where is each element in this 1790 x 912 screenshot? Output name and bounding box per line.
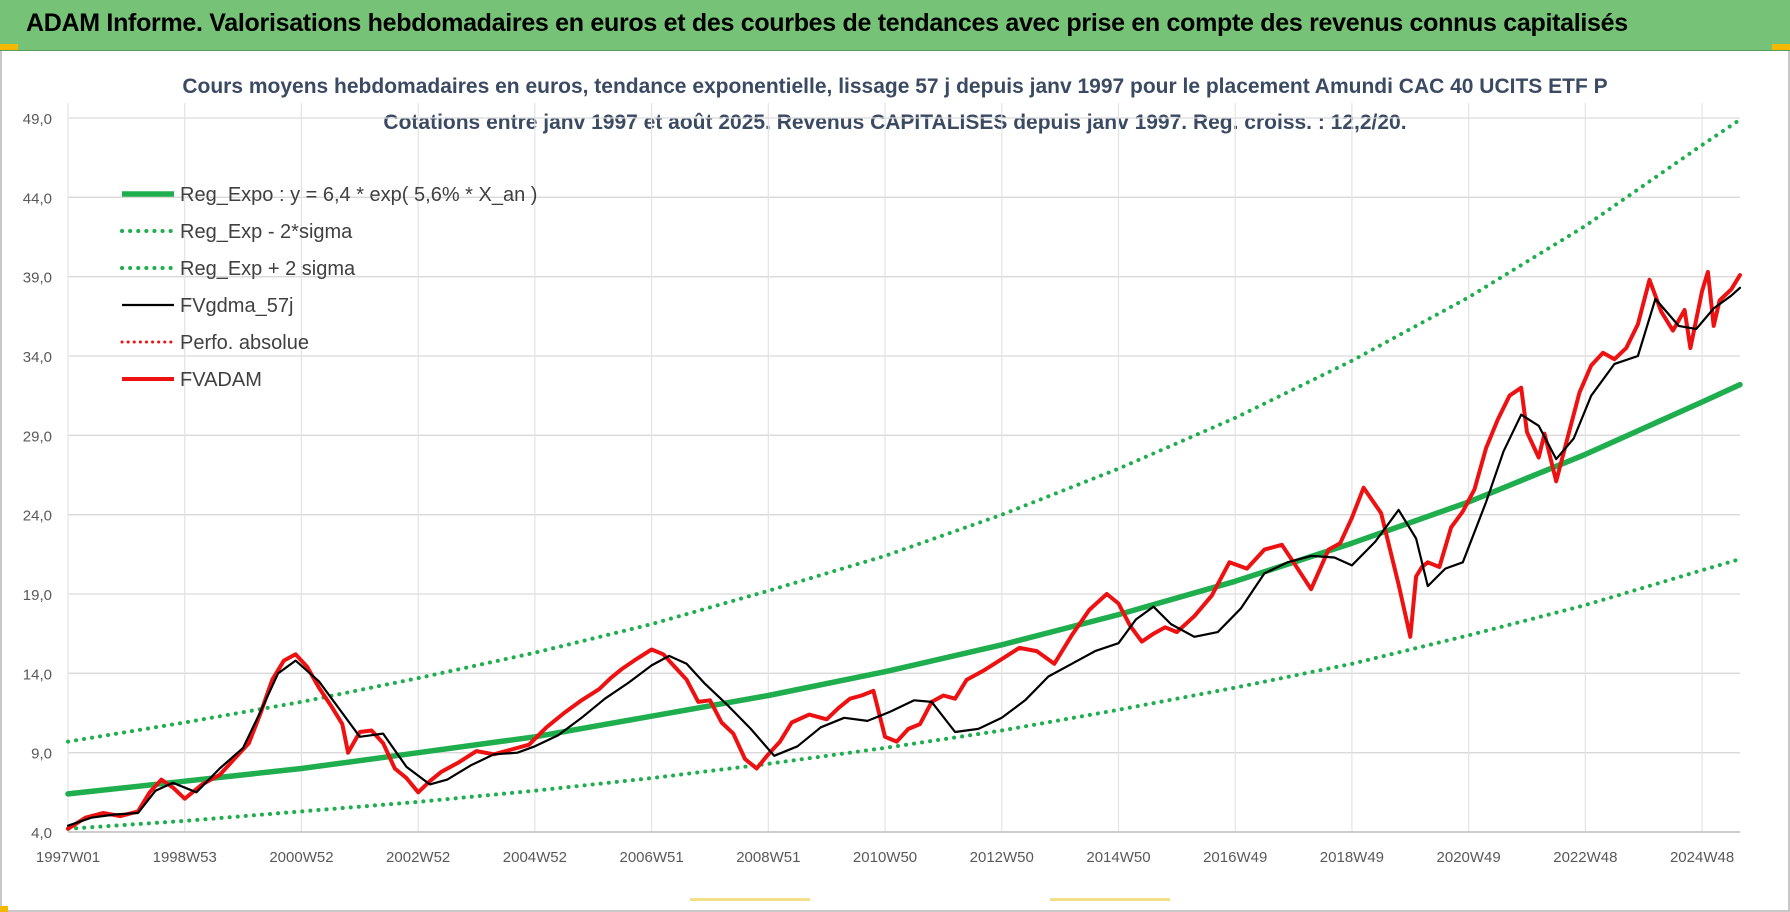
series-line-reg-expo-y-6-4-exp-5-6-x-an [65, 381, 1743, 797]
x-tick-label: 2016W49 [1203, 849, 1267, 866]
x-tick-label: 2004W52 [503, 849, 567, 866]
x-tick-label: 2002W52 [386, 849, 450, 866]
x-tick-label: 2008W51 [736, 849, 800, 866]
series-line-reg-exp-2-sigma [66, 557, 1742, 831]
chart-subtitle: Cotations entre janv 1997 et août 2025. … [383, 111, 1407, 134]
y-tick-label: 14,0 [23, 666, 52, 683]
header-banner: ADAM Informe. Valorisations hebdomadaire… [0, 0, 1790, 51]
x-tick-label: 2020W49 [1437, 849, 1501, 866]
y-tick-label: 44,0 [23, 190, 52, 207]
y-tick-label: 49,0 [23, 111, 52, 128]
x-tick-label: 2022W48 [1553, 849, 1617, 866]
x-tick-label: 2014W50 [1086, 849, 1150, 866]
x-tick-label: 2018W49 [1320, 849, 1384, 866]
x-tick-label: 2012W50 [970, 849, 1034, 866]
corner-mark-right [1772, 44, 1790, 50]
y-tick-label: 39,0 [23, 270, 52, 287]
x-tick-label: 1998W53 [153, 849, 217, 866]
x-tick-label: 2000W52 [269, 849, 333, 866]
corner-mark-left [0, 44, 18, 50]
legend-label: Perfo. absolue [180, 332, 309, 354]
footer-accent-1 [690, 898, 810, 901]
chart-title: Cours moyens hebdomadaires en euros, ten… [182, 75, 1608, 98]
y-tick-label: 4,0 [31, 825, 52, 842]
y-tick-label: 9,0 [31, 746, 52, 763]
series-line-fvgdma-57j [66, 286, 1742, 827]
page-title: ADAM Informe. Valorisations hebdomadaire… [26, 9, 1628, 37]
y-tick-label: 24,0 [23, 508, 52, 525]
legend-label: Reg_Expo : y = 6,4 * exp( 5,6% * X_an ) [180, 184, 537, 206]
legend-label: FVgdma_57j [180, 295, 293, 317]
x-tick-label: 2024W48 [1670, 849, 1734, 866]
footer-accent-2 [1050, 898, 1170, 901]
y-tick-label: 34,0 [23, 349, 52, 366]
legend-label: Reg_Exp + 2 sigma [180, 258, 356, 280]
x-tick-label: 2006W51 [619, 849, 683, 866]
legend-label: FVADAM [180, 369, 262, 391]
x-tick-label: 2010W50 [853, 849, 917, 866]
y-tick-label: 19,0 [23, 587, 52, 604]
y-tick-label: 29,0 [23, 428, 52, 445]
series-line-reg-exp-2-sigma [66, 117, 1742, 744]
legend-label: Reg_Exp - 2*sigma [180, 221, 353, 243]
corner-mark-bottom-left [0, 906, 8, 912]
x-tick-label: 1997W01 [36, 849, 100, 866]
